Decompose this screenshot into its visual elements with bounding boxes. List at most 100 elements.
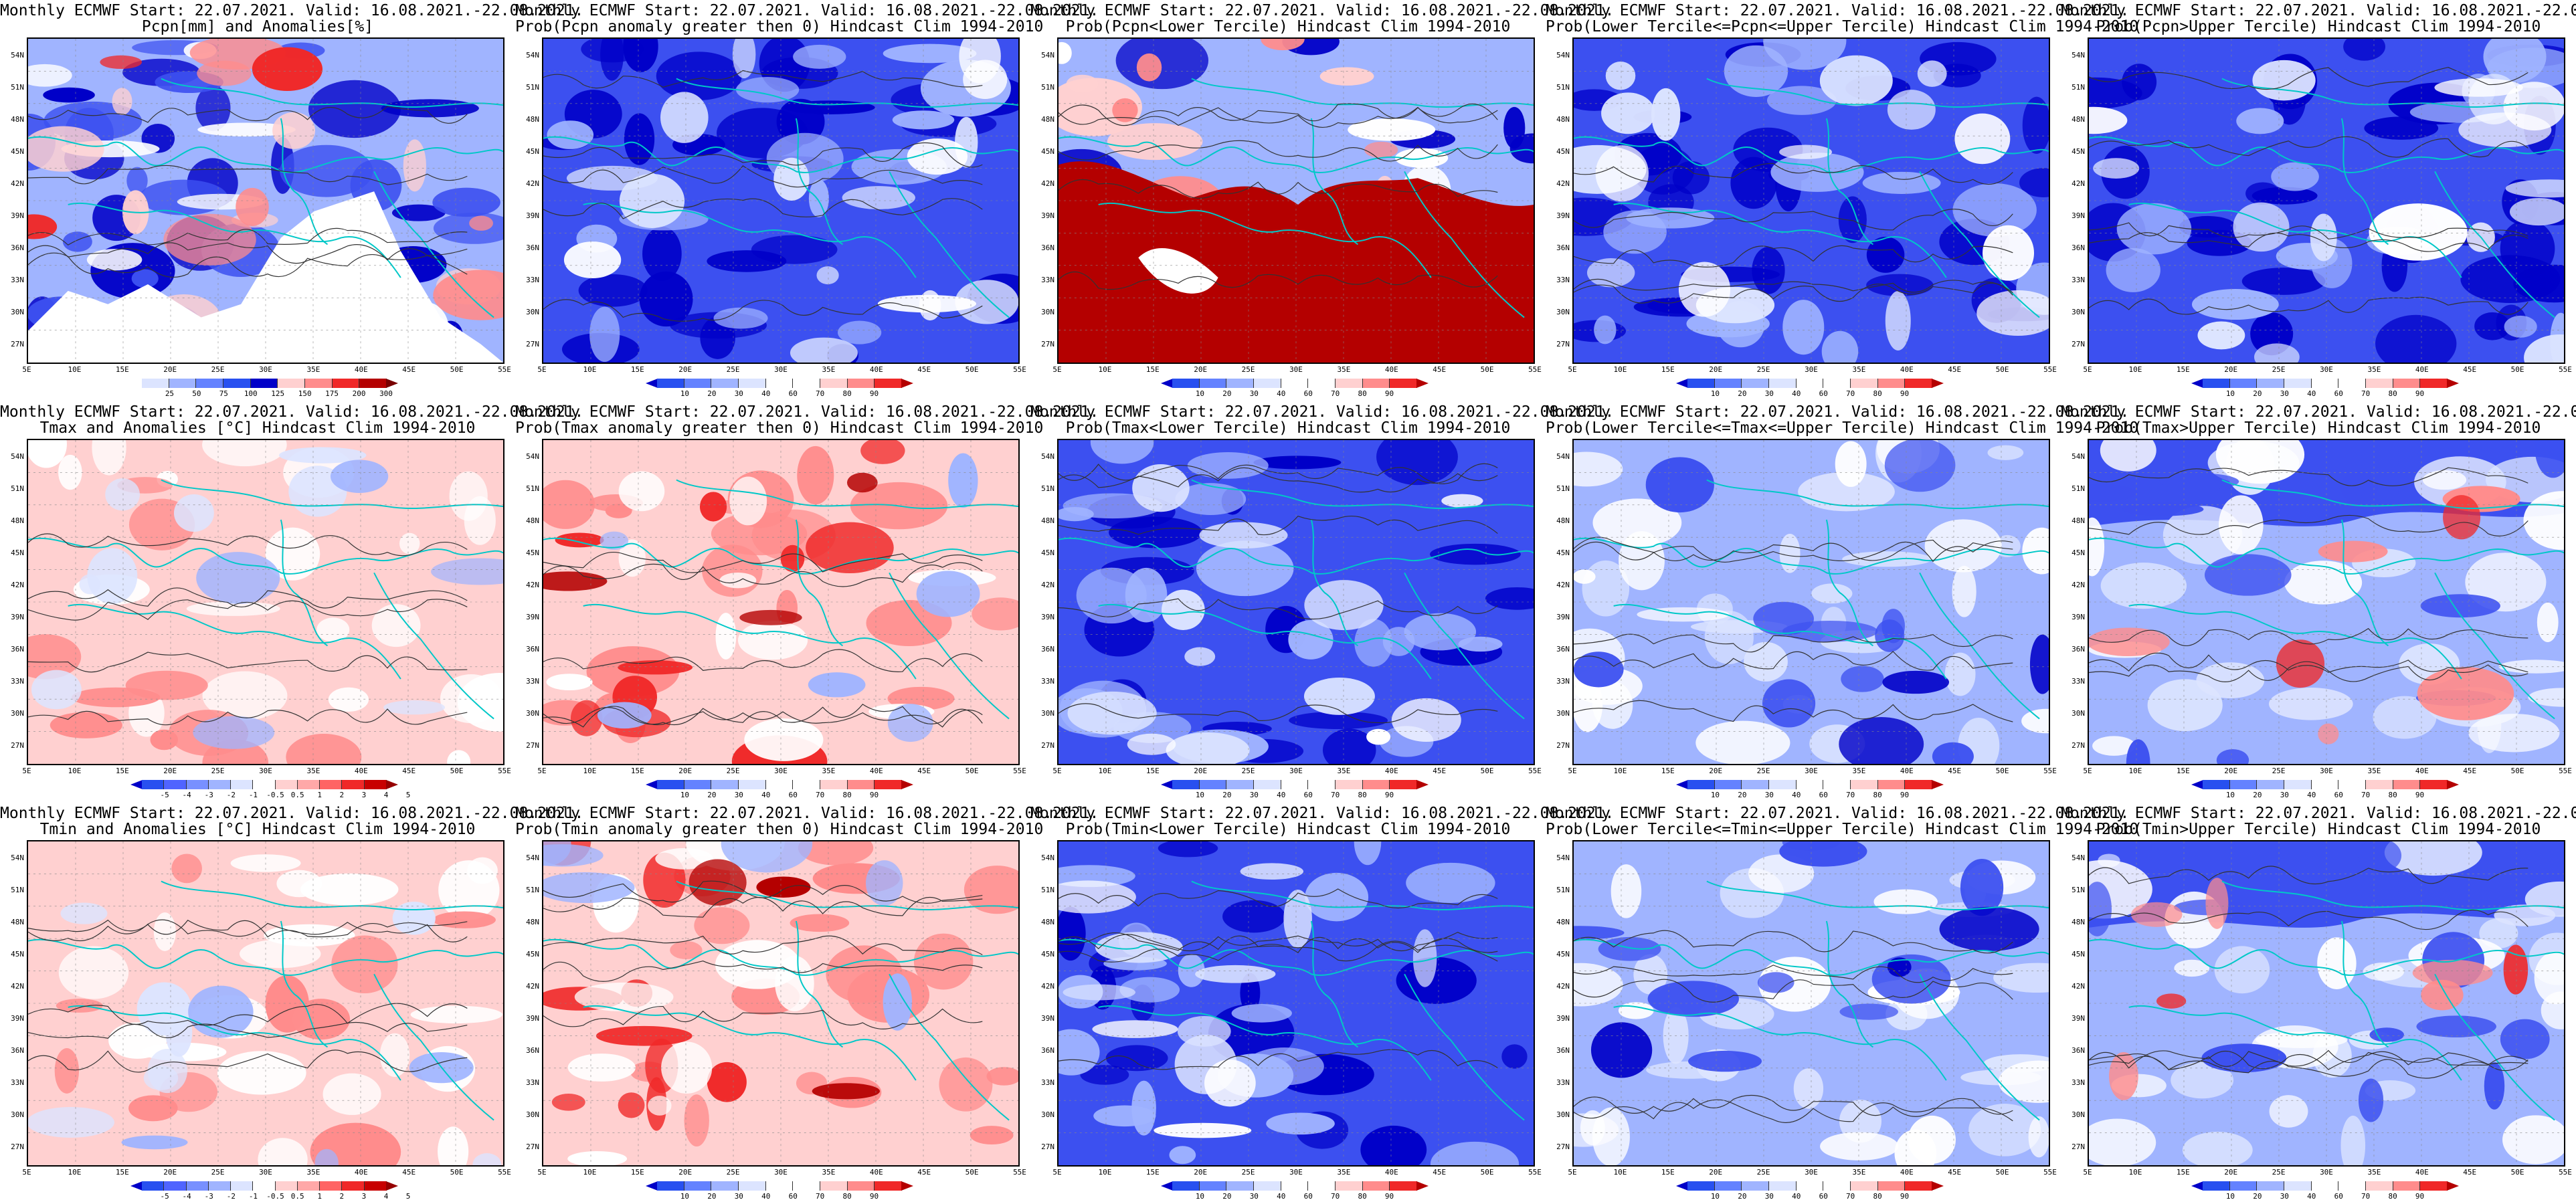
map-field-blob — [2106, 247, 2160, 292]
longitude-label: 55E — [1013, 1168, 1026, 1177]
panel-title-line2: Pcpn[mm] and Anomalies[%] — [141, 18, 374, 35]
latitude-label: 48N — [1041, 516, 1054, 525]
longitude-label: 55E — [1528, 365, 1542, 374]
contour-line — [28, 1003, 468, 1026]
colorbar-tick-label: -2 — [226, 791, 236, 799]
map-field-blob — [2182, 1132, 2253, 1165]
colorbar-tick-label: 70 — [1846, 791, 1855, 799]
panel-title-line2: Prob(Pcpn<Lower Tercile) Hindcast Clim 1… — [1065, 18, 1511, 35]
map-field-blob — [719, 572, 757, 589]
coastline — [1574, 136, 2049, 173]
map-panel: Monthly ECMWF Start: 22.07.2021. Valid: … — [515, 0, 1099, 401]
map-field-blob — [1199, 522, 1288, 548]
contour-line — [2089, 661, 2528, 682]
map-field-blob — [1501, 1044, 1528, 1069]
colorbar-tick-label: 20 — [707, 791, 717, 799]
coastline — [1706, 880, 2049, 911]
longitude-label: 20E — [678, 1168, 693, 1177]
panel-title-line1: Monthly ECMWF Start: 22.07.2021. Valid: … — [1030, 2, 1615, 19]
colorbar-tick-label: -0.5 — [266, 791, 284, 799]
latitude-label: 36N — [526, 243, 539, 252]
map-field-blob — [963, 60, 1008, 99]
latitude-label: 48N — [2072, 516, 2085, 525]
map-field-blob — [1983, 225, 2035, 281]
contour-line — [1059, 1049, 1498, 1070]
map-field-blob — [955, 280, 1018, 324]
map-field-blob — [2089, 483, 2138, 502]
contour-line — [1059, 703, 1498, 724]
map-field-blob — [567, 1150, 628, 1165]
contour-line — [1059, 179, 1498, 199]
latitude-label: 45N — [11, 950, 24, 959]
coastline — [1574, 537, 2049, 575]
colorbar-tick-label: 90 — [869, 389, 879, 398]
map-field-blob — [1839, 716, 1924, 764]
colorbar-arrow-right — [901, 1181, 914, 1191]
colorbar-segment — [250, 379, 278, 388]
longitude-label: 15E — [2176, 365, 2190, 374]
latitude-label: 30N — [526, 709, 539, 718]
map-field-blob — [171, 854, 202, 884]
colorbar-segment — [278, 379, 306, 388]
colorbar-segment — [364, 1181, 387, 1191]
map-field-blob — [2219, 495, 2264, 555]
coastline — [2340, 920, 2389, 1048]
latitude-label: 30N — [1041, 709, 1054, 718]
map-field-blob — [574, 982, 674, 1012]
colorbar-segment — [711, 379, 739, 388]
colorbar-tick-label: 40 — [2307, 389, 2316, 398]
colorbar-segment — [2420, 1181, 2448, 1191]
longitude-label: 55E — [1013, 365, 1026, 374]
map-svg — [28, 841, 503, 1165]
latitude-label: 27N — [1556, 340, 1570, 348]
map-field-blob — [2500, 1019, 2550, 1060]
longitude-label: 5E — [537, 365, 547, 374]
colorbar-tick-label: -4 — [182, 791, 191, 799]
colorbar-segment — [1226, 1181, 1255, 1191]
latitude-label: 45N — [2072, 147, 2085, 156]
map-field-blob — [684, 1094, 709, 1147]
colorbar-arrow-left — [130, 379, 143, 388]
colorbar-segment — [2257, 1181, 2285, 1191]
colorbar-segment — [2229, 1181, 2258, 1191]
longitude-label: 50E — [1480, 365, 1494, 374]
map-field-blob — [31, 670, 82, 710]
colorbar-tick-label: 30 — [2280, 389, 2289, 398]
longitude-label: 40E — [869, 365, 883, 374]
map-field-blob — [2269, 1095, 2308, 1128]
colorbar-arrow-right — [2447, 379, 2460, 388]
colorbar-tick-label: 10 — [1195, 389, 1205, 398]
colorbar-tick-label: 2 — [339, 1192, 345, 1201]
map-field-blob — [1253, 456, 1342, 470]
panel-title-line2: Prob(Lower Tercile<=Tmax<=Upper Tercile)… — [1546, 419, 2139, 437]
contour-line — [1574, 651, 2013, 671]
map-field-blob — [547, 120, 594, 149]
map-field-blob — [1811, 583, 1853, 604]
map-field-blob — [432, 187, 500, 217]
longitude-label: 35E — [2367, 1168, 2381, 1177]
latitude-label: 48N — [526, 918, 539, 926]
contour-line — [543, 706, 983, 728]
coastline — [28, 136, 503, 173]
longitude-label: 5E — [537, 1168, 547, 1177]
map-field-blob — [597, 702, 652, 729]
colorbar-tick-label: 20 — [1222, 389, 1232, 398]
colorbar-tick-label: 40 — [1792, 1192, 1801, 1201]
map-field-blob — [2535, 440, 2564, 478]
map-field-blob — [371, 604, 421, 647]
latitude-label: 27N — [1556, 741, 1570, 750]
latitude-label: 33N — [526, 677, 539, 686]
longitude-label: 55E — [1528, 1168, 1542, 1177]
map-field-blob — [555, 532, 604, 548]
map-area — [542, 37, 1020, 364]
colorbar-tick-label: 80 — [1873, 1192, 1882, 1201]
colorbar-segment — [1796, 780, 1824, 789]
latitude-label: 54N — [2072, 854, 2085, 862]
map-field-blob — [272, 112, 315, 149]
map-field-blob — [2474, 312, 2510, 340]
map-field-blob — [887, 704, 933, 742]
coastline — [889, 572, 1010, 720]
coastline — [1825, 920, 1874, 1048]
map-field-blob — [2147, 679, 2223, 732]
map-field-blob — [1360, 1125, 1427, 1165]
